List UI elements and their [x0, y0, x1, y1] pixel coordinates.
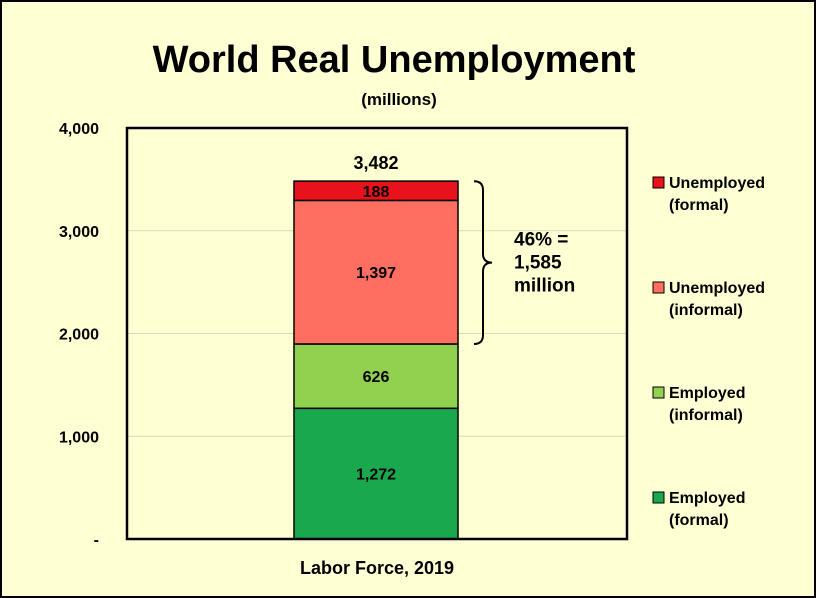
y-tick-label: 4,000: [59, 121, 99, 138]
legend-entry-line: Unemployed: [669, 280, 765, 297]
annotation-text-line: million: [514, 276, 575, 297]
segment-data-label: 1,397: [356, 265, 396, 282]
annotation-text-line: 1,585: [514, 253, 562, 274]
total-data-label: 3,482: [353, 153, 398, 173]
legend-swatch: [652, 176, 665, 189]
legend-entry-line: (formal): [669, 197, 729, 214]
y-tick-label: 2,000: [59, 327, 99, 344]
segment-data-label: 188: [363, 184, 390, 201]
bar-segment: [293, 199, 459, 345]
bar-segment: [293, 180, 459, 202]
chart-title: World Real Unemployment: [153, 39, 636, 81]
legend-swatch: [652, 281, 665, 294]
y-tick-label: 1,000: [59, 429, 99, 446]
legend: Unemployed (formal) Unemployed (informal) Em…: [652, 175, 765, 529]
y-tick-label: 3,000: [59, 224, 99, 241]
y-axis-ticks: - 1,000 2,000 3,000 4,000: [59, 121, 99, 549]
segment-data-label: 1,272: [356, 467, 396, 484]
plot-area-border: [125, 126, 629, 541]
chart-subtitle: (millions): [361, 90, 437, 109]
legend-entry-line: (formal): [669, 512, 729, 529]
x-category-label: Labor Force, 2019: [300, 558, 454, 578]
segment-data-label: 626: [363, 369, 390, 386]
legend-entry-line: (informal): [669, 407, 743, 424]
legend-entry-line: (informal): [669, 302, 743, 319]
brace-shape: [473, 180, 493, 345]
bar-segment: [293, 407, 459, 540]
bar-stack: 1,272 626 1,397 188 3,482: [293, 153, 459, 540]
legend-swatch: [652, 491, 665, 504]
y-tick-label: -: [94, 532, 99, 549]
legend-swatch: [652, 386, 665, 399]
legend-entry-line: Employed: [669, 490, 745, 507]
legend-entry-line: Employed: [669, 385, 745, 402]
annotation-text-line: 46% =: [514, 230, 568, 251]
legend-entry-line: Unemployed: [669, 175, 765, 192]
